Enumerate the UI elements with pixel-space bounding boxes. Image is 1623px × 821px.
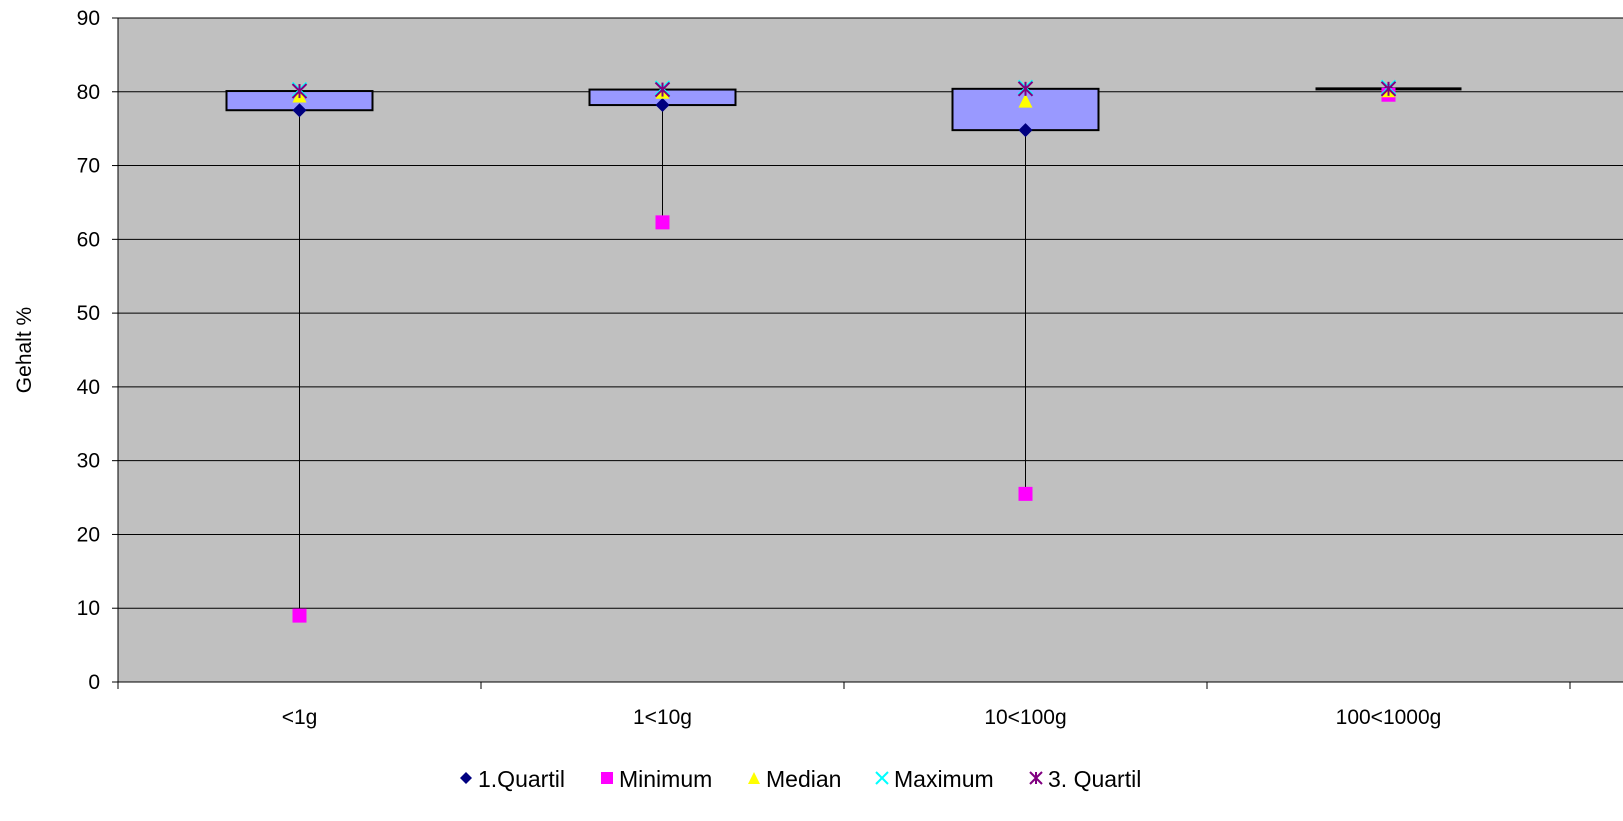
y-tick-label: 50 — [77, 302, 100, 325]
y-tick-label: 40 — [77, 376, 100, 399]
y-tick-label: 90 — [77, 7, 100, 30]
y-tick-label: 70 — [77, 155, 100, 178]
legend-marker — [601, 772, 613, 784]
legend-label: Median — [766, 766, 841, 792]
legend-item: 1.Quartil — [460, 766, 565, 792]
y-tick-label: 30 — [77, 450, 100, 473]
legend-label: 3. Quartil — [1048, 766, 1141, 792]
x-tick-label: 1<10g — [633, 706, 692, 729]
markers — [291, 79, 1397, 623]
legend-label: Maximum — [894, 766, 994, 792]
y-tick-label: 80 — [77, 81, 100, 104]
y-tick-label: 20 — [77, 523, 100, 546]
legend-marker — [460, 772, 472, 784]
axes: 0 10 20 30 40 50 60 70 80 90 <1g 1<10g 10<100g 100<10… — [77, 7, 1623, 729]
legend-marker — [875, 771, 889, 785]
legend-marker — [748, 772, 760, 784]
point-1-quartil — [655, 98, 670, 113]
y-axis-title: Gehalt % — [13, 307, 36, 393]
point-3-quartil — [291, 83, 308, 99]
legend: 1.Quartil Minimum Median Maximum 3. Quartil — [460, 766, 1141, 792]
point-1-quartil — [292, 103, 307, 118]
point-3-quartil — [654, 81, 671, 98]
y-tick-label: 10 — [77, 597, 100, 620]
legend-item: 3. Quartil — [1029, 766, 1141, 792]
point-minimum — [655, 215, 670, 230]
y-tick-label: 0 — [88, 671, 100, 694]
point-3-quartil — [1380, 81, 1397, 97]
x-tick-label: 10<100g — [984, 706, 1066, 729]
legend-label: Minimum — [619, 766, 712, 792]
legend-marker-stroke — [875, 771, 889, 785]
legend-label: 1.Quartil — [478, 766, 565, 792]
point-1-quartil — [1018, 123, 1033, 138]
point-minimum — [292, 608, 307, 623]
y-tick-label: 60 — [77, 228, 100, 251]
point-3-quartil — [1017, 81, 1034, 97]
plot-area — [118, 18, 1623, 682]
gridlines — [118, 17, 1623, 609]
point-minimum — [1018, 486, 1033, 501]
legend-item: Median — [748, 766, 841, 792]
legend-marker — [1029, 771, 1043, 785]
x-tick-label: 100<1000g — [1336, 706, 1442, 729]
legend-item: Minimum — [601, 766, 712, 792]
x-tick-label: <1g — [282, 706, 318, 729]
point-median — [1018, 93, 1033, 108]
legend-item: Maximum — [875, 766, 994, 792]
